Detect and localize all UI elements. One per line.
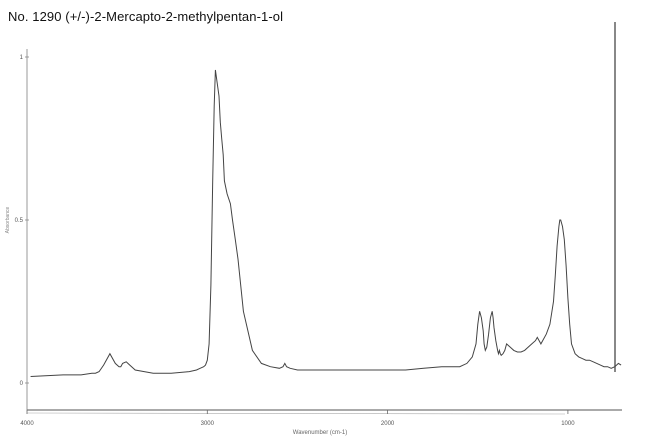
x-tick-label: 3000 xyxy=(201,421,215,427)
y-tick-label: 0 xyxy=(20,381,24,387)
page-title: No. 1290 (+/-)-2-Mercapto-2-methylpentan… xyxy=(8,9,284,24)
y-tick-label: 1 xyxy=(20,55,24,61)
x-tick-label: 1000 xyxy=(561,421,575,427)
x-axis-label: Wavenumber (cm-1) xyxy=(293,430,347,436)
series-line xyxy=(30,69,622,377)
y-axis: 00.51 xyxy=(15,55,29,387)
x-tick-label: 4000 xyxy=(20,421,34,427)
plot-frame xyxy=(26,22,622,415)
y-axis-label: Absorbance xyxy=(5,206,11,233)
y-tick-label: 0.5 xyxy=(15,218,24,224)
x-axis-shadow-line xyxy=(26,412,566,415)
x-tick-label: 2000 xyxy=(381,421,395,427)
x-axis: 4000 3000 2000 1000 xyxy=(20,410,575,427)
